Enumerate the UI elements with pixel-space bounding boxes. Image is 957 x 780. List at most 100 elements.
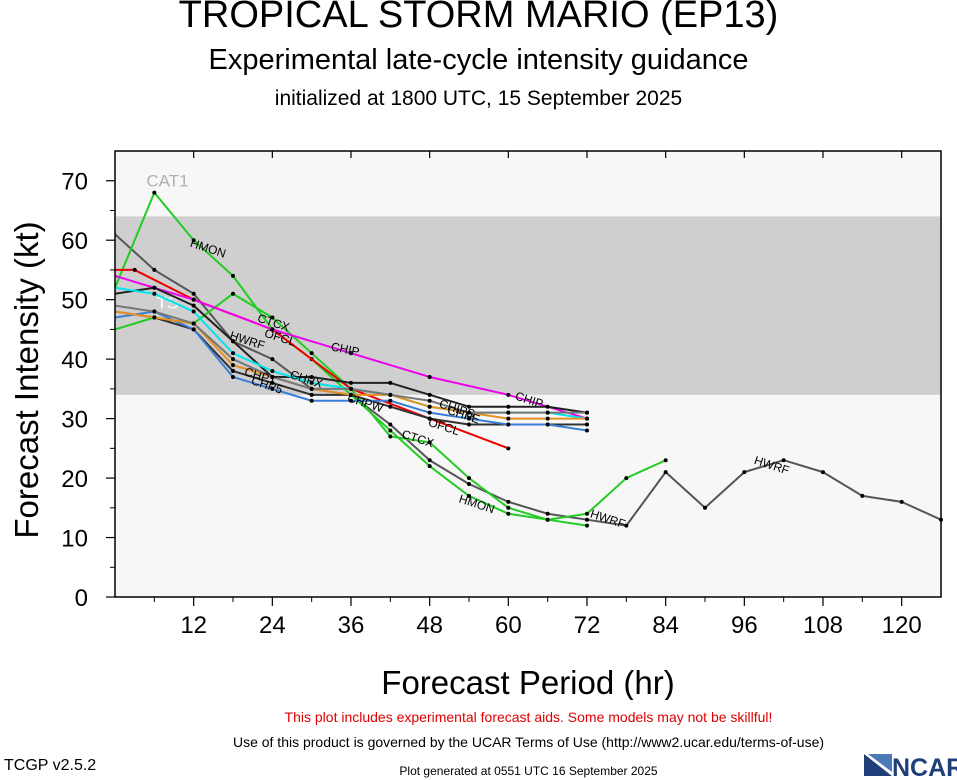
data-point xyxy=(467,404,471,409)
data-point xyxy=(467,476,471,481)
data-point xyxy=(309,386,314,391)
data-point xyxy=(231,363,235,368)
x-tick-label: 48 xyxy=(416,612,443,639)
data-point xyxy=(821,470,825,475)
data-point xyxy=(545,517,550,522)
data-point xyxy=(349,398,353,403)
band-label: CAT1 xyxy=(146,172,188,191)
chart-title: TROPICAL STORM MARIO (EP13) xyxy=(178,0,779,36)
data-point xyxy=(309,374,314,379)
x-tick-label: 36 xyxy=(338,612,365,639)
x-tick-label: 96 xyxy=(731,612,758,639)
x-tick-label: 60 xyxy=(495,612,522,639)
data-point xyxy=(742,470,747,475)
data-point xyxy=(781,458,786,463)
data-point xyxy=(349,386,353,391)
data-point xyxy=(703,505,707,510)
data-point xyxy=(427,464,432,469)
data-point xyxy=(231,291,235,296)
data-point xyxy=(427,440,432,445)
data-point xyxy=(388,428,393,433)
data-point xyxy=(545,416,550,421)
data-point xyxy=(506,416,511,421)
x-tick-label: 120 xyxy=(882,612,922,639)
intensity-band xyxy=(115,216,941,395)
ncar-logo: NCAR xyxy=(864,754,957,780)
data-point xyxy=(191,309,196,314)
y-tick-label: 10 xyxy=(61,526,88,553)
data-point xyxy=(270,327,275,332)
data-point xyxy=(585,416,589,421)
data-point xyxy=(309,380,314,385)
x-tick-label: 72 xyxy=(574,612,601,639)
data-point xyxy=(191,291,196,296)
data-point xyxy=(585,410,589,415)
data-point xyxy=(152,309,157,314)
data-point xyxy=(860,493,865,498)
y-tick-label: 40 xyxy=(61,347,88,374)
data-point xyxy=(545,410,550,415)
data-point xyxy=(191,303,196,308)
y-tick-label: 70 xyxy=(61,169,88,196)
data-point xyxy=(585,428,589,433)
chart-subtitle: Experimental late-cycle intensity guidan… xyxy=(208,44,749,76)
data-point xyxy=(624,523,629,528)
data-point xyxy=(506,511,511,516)
data-point xyxy=(506,499,511,504)
data-point xyxy=(467,493,471,498)
data-point xyxy=(270,315,275,320)
data-point xyxy=(585,517,589,522)
x-axis-title: Forecast Period (hr) xyxy=(381,664,674,700)
generated-time: Plot generated at 0551 UTC 16 September … xyxy=(399,764,658,778)
data-point xyxy=(388,422,393,427)
data-point xyxy=(663,458,668,463)
data-point xyxy=(231,339,235,344)
y-tick-label: 50 xyxy=(61,288,88,315)
data-point xyxy=(427,404,432,409)
data-point xyxy=(506,392,511,397)
data-point xyxy=(506,446,511,451)
data-point xyxy=(309,392,314,397)
y-tick-label: 60 xyxy=(61,228,88,255)
data-point xyxy=(231,351,235,356)
terms-of-use: Use of this product is governed by the U… xyxy=(232,734,825,750)
data-point xyxy=(231,357,235,362)
data-point xyxy=(467,482,471,487)
data-point xyxy=(349,392,353,397)
data-point xyxy=(545,422,550,427)
data-point xyxy=(231,369,235,374)
data-point xyxy=(349,380,353,385)
plot-frame xyxy=(114,150,942,598)
data-point xyxy=(427,458,432,463)
y-tick-label: 30 xyxy=(61,407,88,434)
data-point xyxy=(388,398,393,403)
data-point xyxy=(427,410,432,415)
data-point xyxy=(270,374,275,379)
data-point xyxy=(152,315,157,320)
data-point xyxy=(388,380,393,385)
data-point xyxy=(467,422,471,427)
data-point xyxy=(506,410,511,415)
data-point xyxy=(191,297,196,302)
y-tick-label: 0 xyxy=(75,585,88,612)
band-label: TS xyxy=(157,294,179,313)
y-axis-title: Forecast Intensity (kt) xyxy=(8,221,45,538)
data-point xyxy=(270,386,275,391)
data-point xyxy=(427,392,432,397)
data-point xyxy=(545,511,550,516)
data-point xyxy=(191,238,196,243)
data-point xyxy=(545,404,550,409)
svg-text:NCAR: NCAR xyxy=(892,754,957,780)
x-tick-label: 84 xyxy=(652,612,679,639)
data-point xyxy=(152,190,157,195)
version-label: TCGP v2.5.2 xyxy=(4,757,97,774)
data-point xyxy=(152,285,157,290)
data-point xyxy=(899,499,904,504)
experimental-warning: This plot includes experimental forecast… xyxy=(284,709,773,725)
data-point xyxy=(624,476,629,481)
y-tick-label: 20 xyxy=(61,466,88,493)
series-label: CHIP xyxy=(330,339,361,359)
data-point xyxy=(309,398,314,403)
data-point xyxy=(152,291,157,296)
